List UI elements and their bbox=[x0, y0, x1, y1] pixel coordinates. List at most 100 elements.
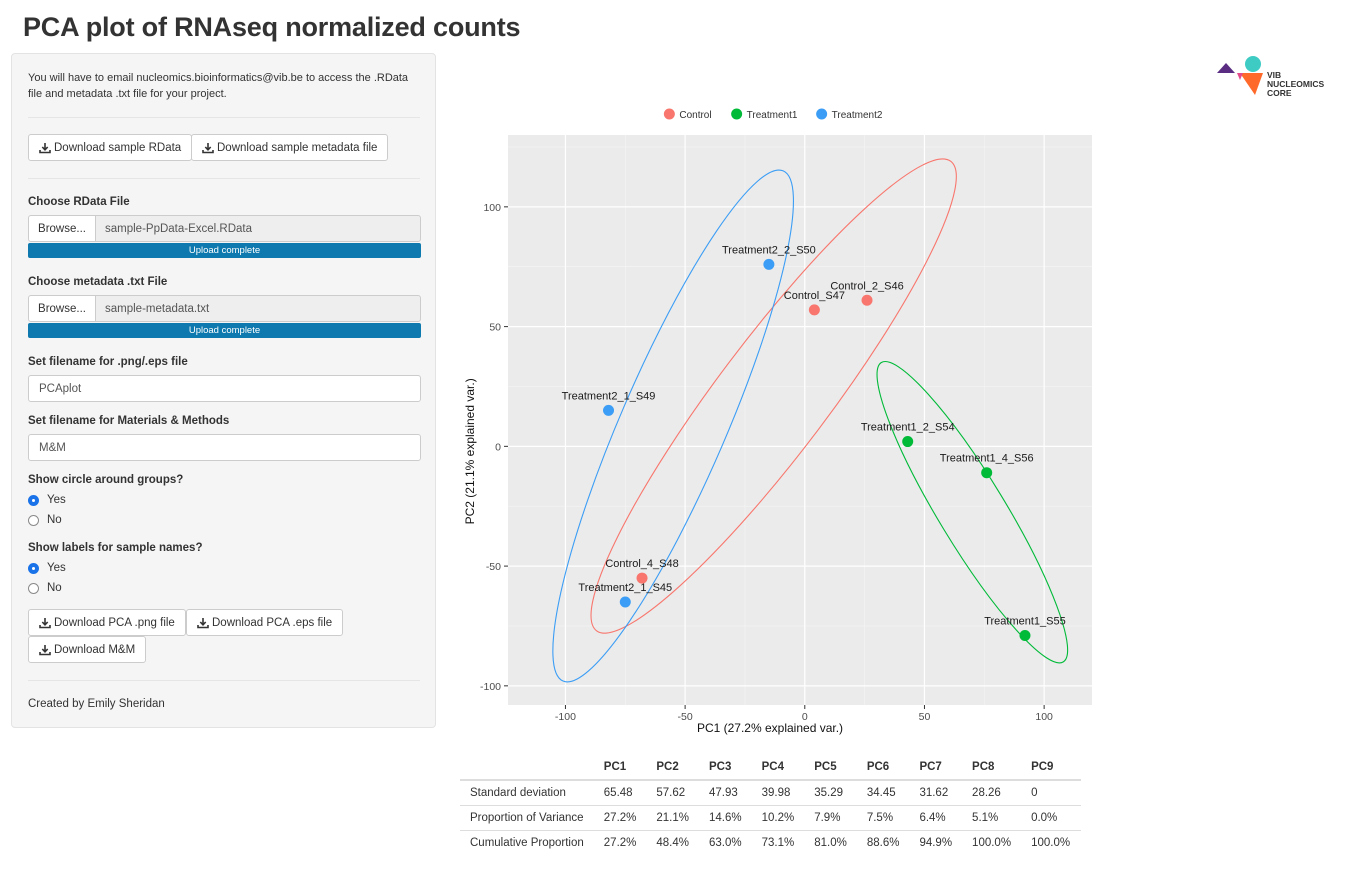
page-title: PCA plot of RNAseq normalized counts bbox=[23, 12, 521, 42]
labels-option-yes[interactable]: Yes bbox=[28, 562, 66, 574]
table-cell: 47.93 bbox=[699, 780, 752, 806]
table-cell: 31.62 bbox=[909, 780, 963, 806]
metadata-upload-progress: Upload complete bbox=[28, 323, 421, 338]
point-label: Control_S47 bbox=[784, 290, 845, 302]
download-icon bbox=[39, 142, 51, 154]
divider bbox=[28, 178, 420, 179]
vib-nucleomics-logo: VIB NUCLEOMICS CORE bbox=[1213, 54, 1338, 100]
divider bbox=[28, 117, 420, 118]
logo-line: NUCLEOMICS bbox=[1267, 79, 1325, 89]
table-cell: 100.0% bbox=[972, 836, 1012, 849]
data-point bbox=[636, 572, 648, 584]
table-cell: 7.9% bbox=[804, 805, 857, 831]
point-label: Control_2_S46 bbox=[830, 280, 903, 292]
y-axis-title: PC2 (21.1% explained var.) bbox=[463, 378, 477, 524]
radio-button[interactable] bbox=[28, 494, 39, 506]
point-label: Treatment2_1_S49 bbox=[562, 390, 656, 402]
y-tick-label: 50 bbox=[489, 322, 501, 334]
pca-summary-table: PC1 PC2 PC3 PC4 PC5 PC6 PC7 PC8 PC9 Stan… bbox=[460, 755, 1082, 855]
divider bbox=[28, 680, 420, 681]
circle-option-no[interactable]: No bbox=[28, 514, 62, 526]
table-header: PC8 bbox=[962, 755, 1022, 781]
metadata-browse-button[interactable]: Browse... bbox=[28, 295, 96, 322]
circle-option-yes[interactable]: Yes bbox=[28, 494, 66, 506]
circle-option-label: Yes bbox=[47, 494, 66, 506]
table-cell: 35.29 bbox=[804, 780, 857, 806]
y-tick-label: -50 bbox=[486, 561, 501, 573]
data-point bbox=[861, 294, 873, 306]
labels-option-label: Yes bbox=[47, 562, 66, 574]
data-point bbox=[619, 596, 631, 608]
sidebar-panel: You will have to email nucleomics.bioinf… bbox=[11, 53, 436, 728]
table-header: PC6 bbox=[856, 755, 910, 781]
table-cell: 0.0% bbox=[1021, 805, 1082, 831]
table-cell: 28.26 bbox=[962, 780, 1022, 806]
data-point bbox=[902, 436, 914, 448]
mm-filename-input[interactable] bbox=[28, 434, 421, 461]
radio-button[interactable] bbox=[28, 582, 39, 594]
table-cell: 27.2% bbox=[603, 836, 637, 849]
data-point bbox=[603, 404, 615, 416]
table-cell: 10.2% bbox=[751, 805, 805, 831]
point-label: Treatment2_1_S45 bbox=[578, 582, 672, 594]
legend-key bbox=[663, 108, 675, 120]
table-cell: 100.0% bbox=[1031, 836, 1071, 849]
x-tick-label: -50 bbox=[678, 711, 693, 723]
table-header bbox=[460, 755, 594, 781]
download-sample-rdata-button[interactable]: Download sample RData bbox=[28, 134, 193, 161]
rdata-browse-button[interactable]: Browse... bbox=[28, 215, 96, 242]
table-cell: 65.48 bbox=[593, 780, 647, 806]
table-header-row: PC1 PC2 PC3 PC4 PC5 PC6 PC7 PC8 PC9 bbox=[460, 755, 1082, 781]
download-icon bbox=[202, 142, 214, 154]
x-tick-label: -100 bbox=[555, 711, 576, 723]
png-filename-label: Set filename for .png/.eps file bbox=[28, 356, 188, 368]
labels-option-no[interactable]: No bbox=[28, 582, 62, 594]
download-pca-eps-button[interactable]: Download PCA .eps file bbox=[186, 609, 344, 636]
radio-button[interactable] bbox=[28, 514, 39, 526]
table-cell: 39.98 bbox=[751, 780, 805, 806]
rdata-file-label: Choose RData File bbox=[28, 196, 130, 208]
table-cell: Proportion of Variance bbox=[460, 805, 594, 831]
credit-text: Created by Emily Sheridan bbox=[28, 698, 165, 710]
logo-text: VIB NUCLEOMICS CORE bbox=[1267, 71, 1324, 98]
table-cell: 34.45 bbox=[856, 780, 910, 806]
download-mm-label: Download M&M bbox=[54, 643, 136, 656]
table-header: PC3 bbox=[699, 755, 752, 781]
circle-option-label: No bbox=[47, 514, 62, 526]
x-tick-label: 100 bbox=[1035, 711, 1053, 723]
sample-labels-label: Show labels for sample names? bbox=[28, 542, 203, 554]
table-row: Standard deviation 65.48 57.62 47.93 39.… bbox=[460, 780, 1082, 806]
table-header: PC7 bbox=[909, 755, 963, 781]
data-point bbox=[808, 304, 820, 316]
y-tick-label: 0 bbox=[495, 441, 501, 453]
x-tick-label: 50 bbox=[919, 711, 931, 723]
table-header: PC4 bbox=[751, 755, 805, 781]
point-label: Treatment1_S55 bbox=[984, 616, 1066, 628]
legend-key bbox=[816, 108, 828, 120]
point-label: Treatment1_4_S56 bbox=[940, 453, 1034, 465]
download-sample-rdata-label: Download sample RData bbox=[54, 141, 182, 154]
data-point bbox=[981, 467, 993, 479]
radio-button[interactable] bbox=[28, 562, 39, 574]
metadata-file-input: Browse... sample-metadata.txt bbox=[28, 295, 421, 322]
table-cell: 21.1% bbox=[646, 805, 699, 831]
table-cell: 27.2% bbox=[593, 805, 647, 831]
download-sample-metadata-button[interactable]: Download sample metadata file bbox=[191, 134, 389, 161]
table-cell: 88.6% bbox=[866, 836, 900, 849]
logo-mark bbox=[1217, 56, 1263, 95]
table-cell: 94.9% bbox=[919, 836, 953, 849]
table-header: PC5 bbox=[804, 755, 857, 781]
table-cell: 14.6% bbox=[699, 805, 752, 831]
download-pca-png-button[interactable]: Download PCA .png file bbox=[28, 609, 186, 636]
rdata-upload-progress: Upload complete bbox=[28, 243, 421, 258]
table-cell: 73.1% bbox=[761, 836, 795, 849]
table-header: PC2 bbox=[646, 755, 699, 781]
table-row: Cumulative Proportion 27.2% 48.4% 63.0% … bbox=[460, 830, 1081, 855]
logo-line: VIB bbox=[1267, 70, 1282, 80]
table-cell: 63.0% bbox=[709, 836, 742, 849]
png-filename-input[interactable] bbox=[28, 375, 421, 402]
y-tick-label: 100 bbox=[483, 202, 501, 214]
rdata-file-input: Browse... sample-PpData-Excel.RData bbox=[28, 215, 421, 242]
rdata-filename-field: sample-PpData-Excel.RData bbox=[96, 215, 421, 242]
download-mm-button[interactable]: Download M&M bbox=[28, 636, 147, 663]
